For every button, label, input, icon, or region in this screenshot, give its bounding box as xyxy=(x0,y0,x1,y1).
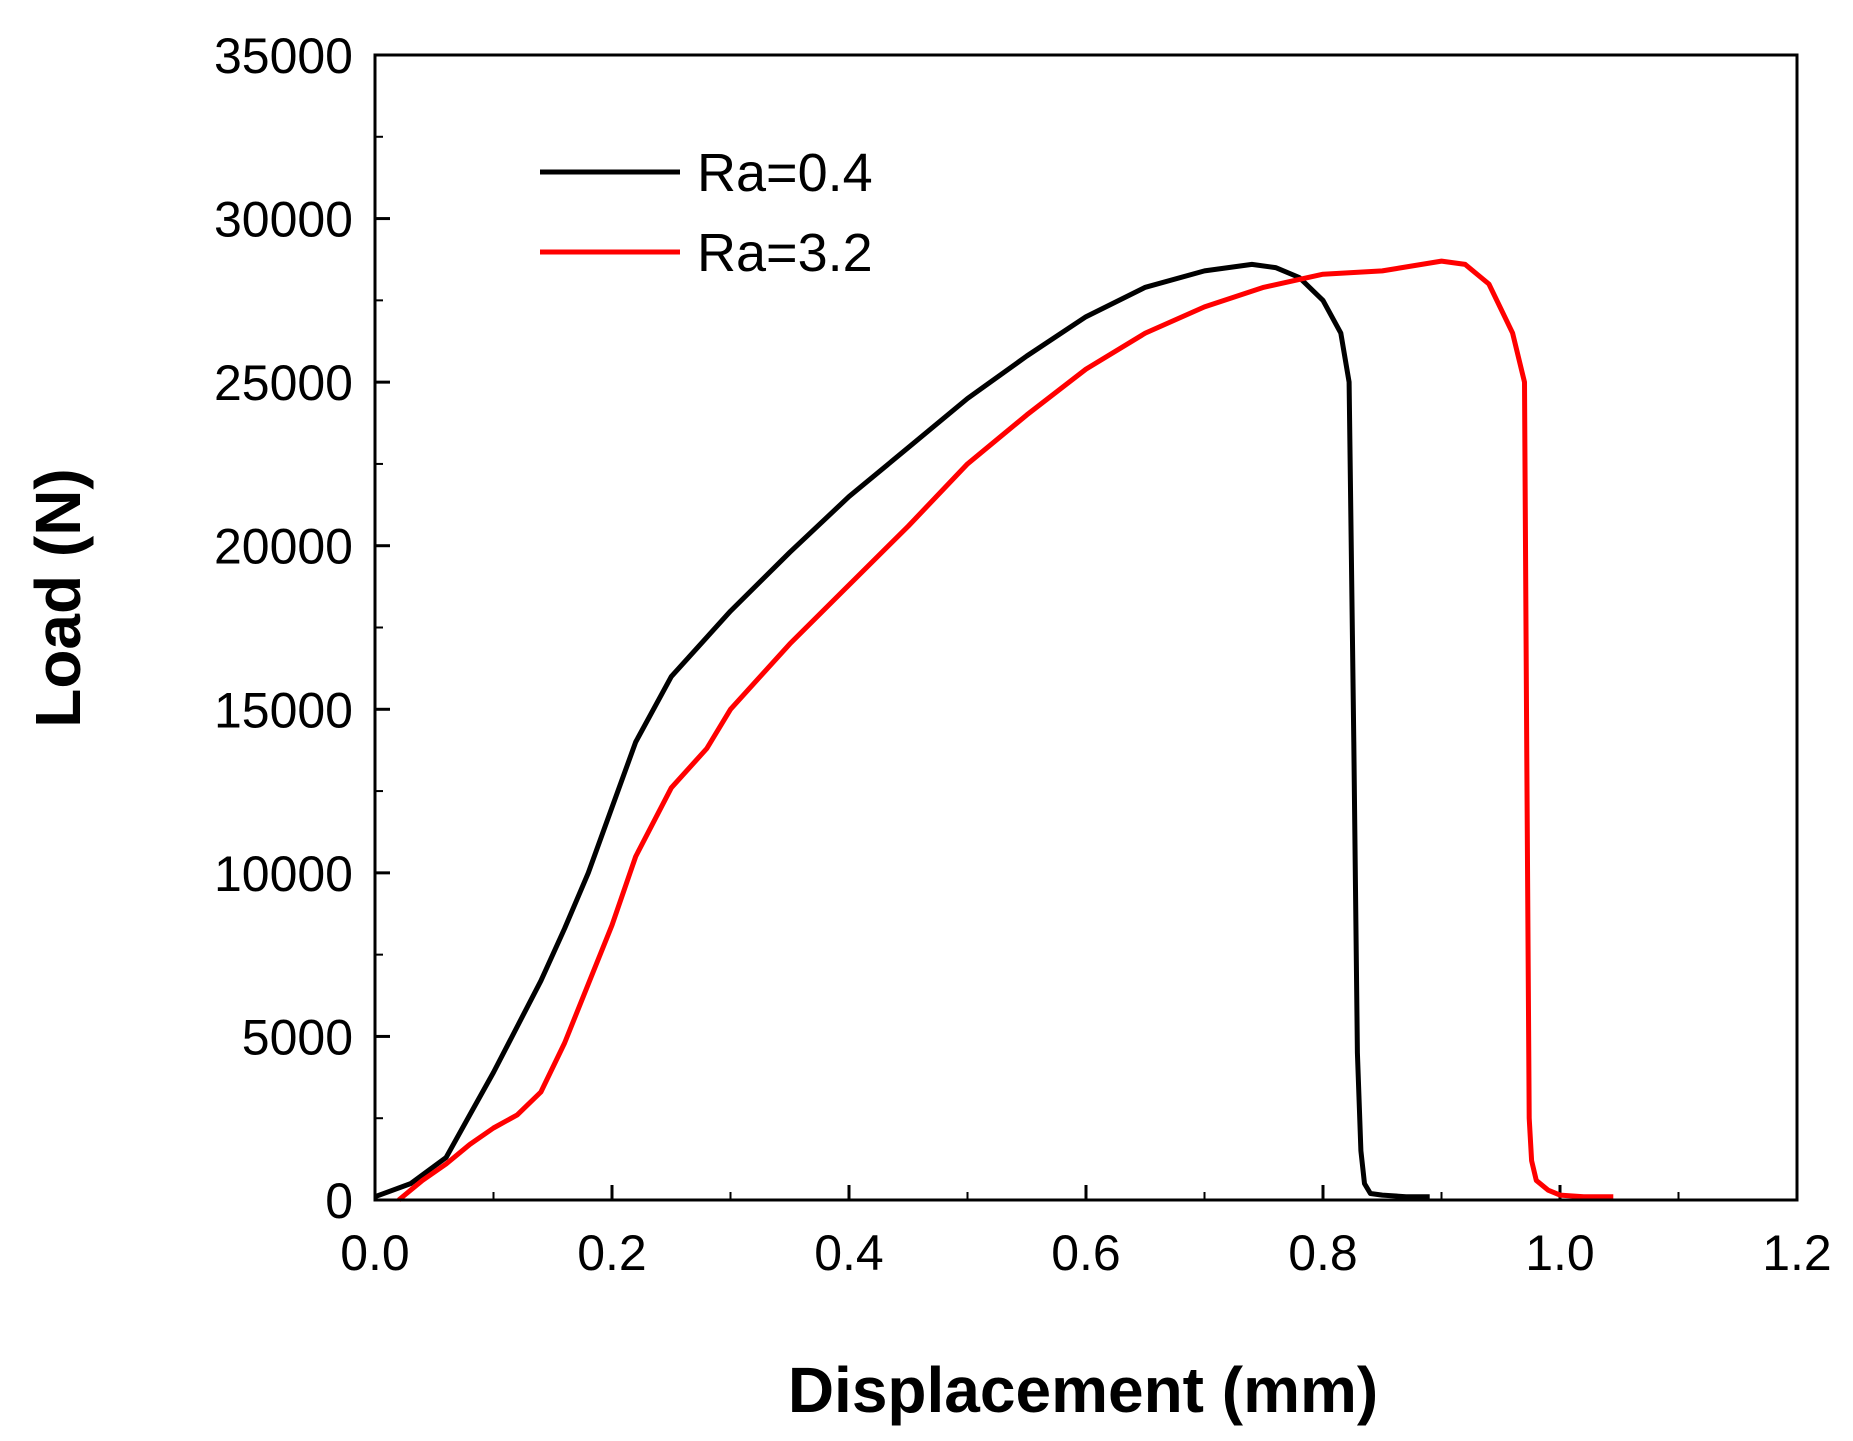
legend: Ra=0.4 Ra=3.2 xyxy=(540,143,873,283)
x-tick-label: 1.0 xyxy=(1525,1225,1595,1281)
x-axis-title: Displacement (mm) xyxy=(788,1354,1378,1426)
x-tick-label: 0.2 xyxy=(577,1225,647,1281)
y-tick-label: 30000 xyxy=(214,192,353,248)
plot-frame xyxy=(373,53,1799,1202)
series-layer xyxy=(374,258,1614,1202)
y-tick-label: 10000 xyxy=(214,846,353,902)
y-tick-label: 25000 xyxy=(214,355,353,411)
x-tick-label: 0.8 xyxy=(1288,1225,1358,1281)
x-tick-label: 1.2 xyxy=(1762,1225,1832,1281)
y-tick-label: 35000 xyxy=(214,28,353,84)
x-tick-label: 0.0 xyxy=(340,1225,410,1281)
y-tick-label: 15000 xyxy=(214,682,353,738)
ticks-layer: 0.0 0.2 0.4 0.6 0.8 1.0 1.2 0 5000 10000 15000 2000… xyxy=(214,28,1832,1281)
legend-label-ra-3-2: Ra=3.2 xyxy=(697,223,873,283)
y-tick-label: 0 xyxy=(325,1173,353,1229)
x-tick-label: 0.4 xyxy=(814,1225,884,1281)
y-axis-title: Load (N) xyxy=(22,468,94,728)
legend-label-ra-0-4: Ra=0.4 xyxy=(697,143,873,203)
y-tick-label: 20000 xyxy=(214,519,353,575)
x-tick-label: 0.6 xyxy=(1051,1225,1121,1281)
series-line-ra-3-2 xyxy=(397,258,1614,1202)
y-tick-label: 5000 xyxy=(242,1009,353,1065)
series-line-ra-0-4 xyxy=(374,261,1430,1200)
